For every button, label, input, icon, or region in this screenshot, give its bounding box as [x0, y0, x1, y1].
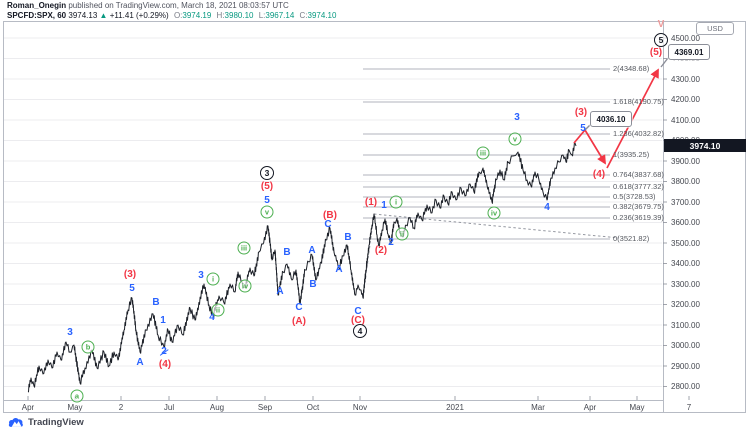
close-label: C: — [299, 10, 308, 20]
open-value: 3974.19 — [182, 10, 212, 20]
high-label: H: — [216, 10, 225, 20]
last-price: 3974.13 — [68, 10, 98, 20]
symbol-status-line: SPCFD:SPX, 60 3974.13 ▲ +11.41 (+0.29%) … — [7, 11, 336, 21]
price-change: +11.41 (+0.29%) — [109, 10, 169, 20]
high-value: 3980.10 — [224, 10, 254, 20]
snapshot-byline: Roman_Onegin published on TradingView.co… — [7, 1, 289, 11]
chart-frame — [3, 21, 746, 413]
projection-arrow — [606, 68, 659, 169]
tradingview-logo-text: TradingView — [28, 417, 84, 428]
open-label: O: — [173, 10, 183, 20]
axis-ticks — [27, 37, 690, 400]
projection-arrow — [573, 128, 606, 165]
author-link[interactable]: Roman_Onegin — [7, 1, 67, 10]
time-axis-separator — [3, 400, 663, 401]
tradingview-cloud-icon — [8, 417, 23, 427]
projection-arrows — [573, 57, 669, 169]
published-text: published on TradingView.com, March 18, … — [66, 1, 289, 10]
price-scale-separator — [663, 21, 664, 413]
fib-retracement-lines — [363, 68, 610, 240]
low-label: L: — [258, 10, 266, 20]
dashed-trendlines — [362, 213, 620, 299]
symbol-interval: SPCFD:SPX, 60 — [7, 10, 67, 20]
price-line — [27, 142, 577, 393]
currency-badge[interactable]: USD — [696, 22, 734, 35]
tradingview-logo-link[interactable]: TradingView — [8, 416, 84, 429]
low-value: 3967.14 — [265, 10, 295, 20]
price-series — [27, 142, 577, 393]
last-price-tag: 3974.10 — [664, 139, 746, 152]
gridlines — [4, 37, 662, 387]
close-value: 3974.10 — [307, 10, 337, 20]
up-arrow-icon: ▲ — [99, 10, 108, 20]
